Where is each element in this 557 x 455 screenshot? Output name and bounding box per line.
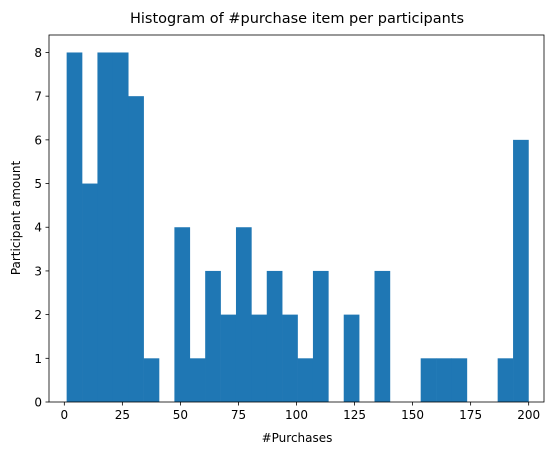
- x-tick-label: 125: [343, 408, 366, 422]
- histogram-bar: [451, 358, 468, 402]
- y-tick-label: 5: [34, 177, 42, 191]
- y-tick-label: 6: [34, 133, 42, 147]
- y-tick-label: 8: [34, 46, 42, 60]
- histogram-bar: [112, 52, 129, 402]
- x-tick-label: 150: [401, 408, 424, 422]
- histogram-bar: [343, 314, 360, 402]
- x-tick-label: 75: [231, 408, 246, 422]
- histogram-bar: [128, 96, 144, 403]
- x-tick-label: 50: [173, 408, 188, 422]
- chart-title: Histogram of #purchase item per particip…: [130, 11, 464, 27]
- histogram-bar: [235, 227, 252, 402]
- x-axis-label: #Purchases: [262, 431, 333, 445]
- histogram-bar: [420, 358, 437, 402]
- y-tick-label: 3: [34, 264, 42, 278]
- y-tick-label: 2: [34, 308, 42, 322]
- histogram-bar: [220, 314, 237, 402]
- histogram-bar: [189, 358, 206, 402]
- x-tick-label: 100: [285, 408, 308, 422]
- histogram-bar: [205, 270, 221, 402]
- y-tick-label: 0: [34, 396, 42, 410]
- y-tick-label: 1: [34, 352, 42, 366]
- histogram-bar: [436, 358, 452, 402]
- histogram-bar: [297, 358, 314, 402]
- histogram-bar: [174, 227, 191, 402]
- histogram-bar: [282, 314, 298, 402]
- histogram-bar: [66, 52, 83, 402]
- histogram-bar: [251, 314, 268, 402]
- x-axis-ticks: 0 25 50 75 100 125 150 175 200: [61, 402, 540, 422]
- x-tick-label: 175: [459, 408, 482, 422]
- histogram-bars: [66, 52, 529, 403]
- histogram-bar: [143, 358, 160, 402]
- y-axis-label: Participant amount: [9, 161, 23, 276]
- histogram-bar: [374, 270, 391, 402]
- y-tick-label: 7: [34, 90, 42, 104]
- x-tick-label: 25: [115, 408, 130, 422]
- histogram-bar: [266, 270, 283, 402]
- histogram-bar: [312, 270, 329, 402]
- histogram-bar: [497, 358, 514, 402]
- histogram-bar: [513, 139, 529, 402]
- y-axis-ticks: 0 1 2 3 4 5 6 7 8: [34, 46, 49, 410]
- histogram-bar: [97, 52, 114, 402]
- y-tick-label: 4: [34, 221, 42, 235]
- plot-area-frame: [48, 34, 545, 403]
- x-tick-label: 200: [517, 408, 540, 422]
- histogram-bar: [82, 183, 98, 402]
- x-tick-label: 0: [61, 408, 69, 422]
